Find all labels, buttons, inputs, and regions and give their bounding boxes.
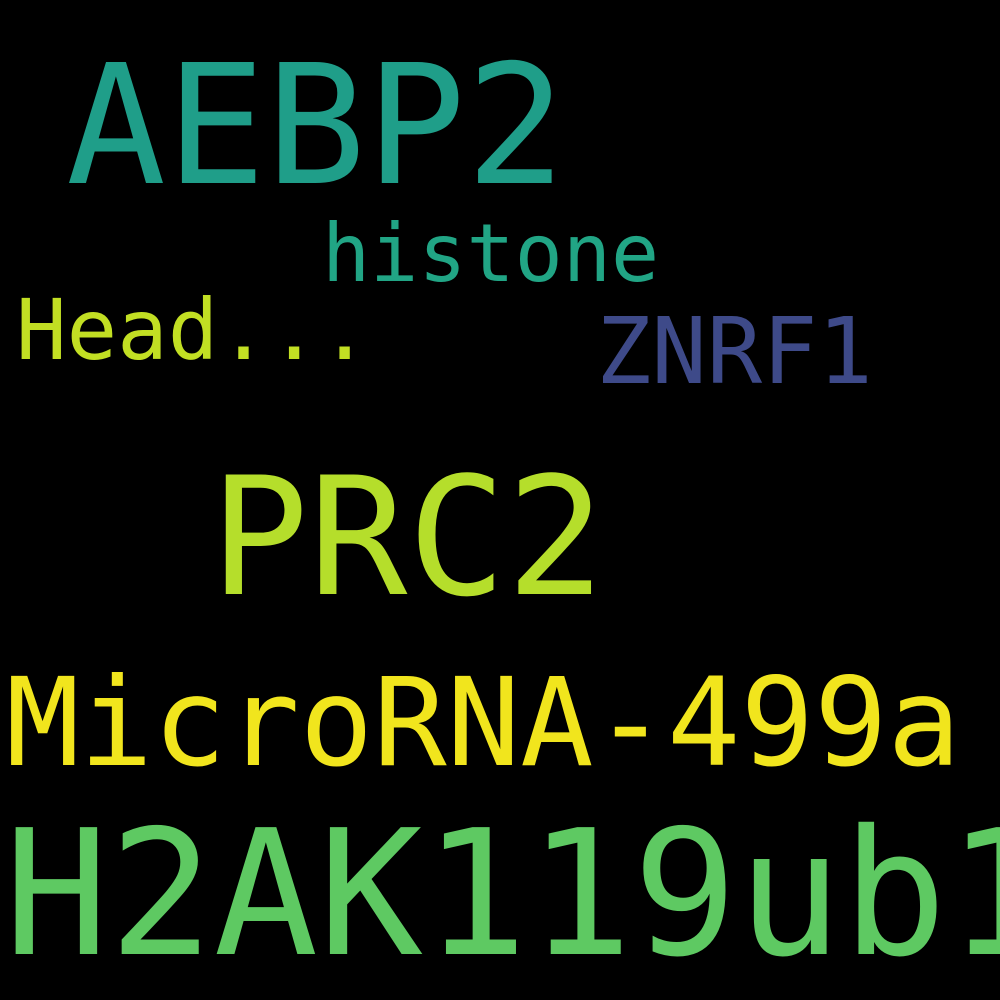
word-histone: histone bbox=[322, 207, 660, 300]
word-h2ak119ub1: H2AK119ub1 bbox=[4, 793, 1000, 996]
word-znrf1: ZNRF1 bbox=[596, 298, 873, 405]
word-aebp2: AEBP2 bbox=[66, 30, 566, 223]
word-head: Head... bbox=[16, 281, 371, 379]
word-prc2: PRC2 bbox=[210, 442, 605, 633]
word-microrna-499a: MicroRNA-499a bbox=[6, 652, 961, 794]
